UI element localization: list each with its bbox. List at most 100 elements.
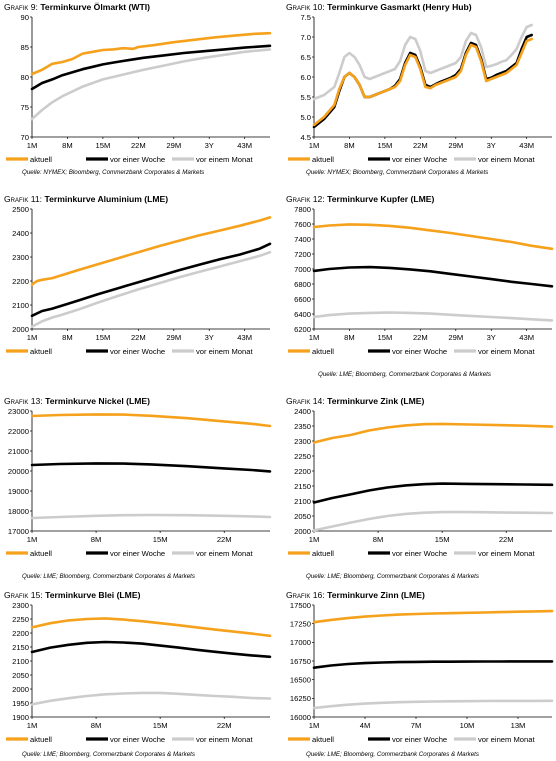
x-tick-label: 15M: [153, 535, 168, 544]
chart-gas: 4.55.05.56.06.57.07.51M 8M 15M 22M 29M 3Y 43Ma…: [286, 15, 554, 173]
y-tick-label: 2250: [294, 452, 311, 461]
legend-label-woche: vor einer Woche: [392, 735, 447, 744]
x-tick-label: 8M: [373, 535, 384, 544]
legend-label-woche: vor einer Woche: [110, 155, 165, 164]
x-tick-label: 15M: [435, 535, 450, 544]
series-line-monat: [32, 252, 270, 326]
x-tick-label: 8M: [344, 141, 355, 150]
chart-nickel: 170001800019000200002100022000230001M 8M 1…: [4, 409, 272, 567]
legend-label-woche: vor einer Woche: [392, 155, 447, 164]
legend-label-aktuell: aktuell: [312, 735, 334, 744]
series-line-monat: [314, 701, 552, 708]
x-tick-label: 43M: [519, 141, 534, 150]
legend-label-monat: vor einem Monat: [196, 735, 253, 744]
y-tick-label: 17000: [290, 638, 311, 647]
legend-label-woche: vor einer Woche: [392, 347, 447, 356]
y-tick-label: 1950: [12, 699, 29, 708]
y-tick-label: 2100: [294, 497, 311, 506]
series-line-woche: [314, 267, 552, 286]
legend-label-aktuell: aktuell: [312, 549, 334, 558]
x-tick-label: 8M: [62, 141, 73, 150]
legend-label-aktuell: aktuell: [30, 347, 52, 356]
y-tick-label: 2050: [12, 671, 29, 680]
x-tick-label: 7M: [411, 721, 422, 730]
y-tick-label: 6800: [294, 280, 311, 289]
legend-label-monat: vor einem Monat: [478, 347, 535, 356]
y-tick-label: 2100: [12, 301, 29, 310]
x-tick-label: 29M: [448, 333, 463, 342]
x-tick-label: 22M: [413, 333, 428, 342]
x-tick-label: 8M: [62, 333, 73, 342]
series-line-monat: [32, 693, 270, 705]
y-tick-label: 17500: [290, 601, 311, 610]
y-tick-label: 6.0: [300, 73, 311, 82]
x-tick-label: 3Y: [487, 333, 496, 342]
x-tick-label: 43M: [237, 333, 252, 342]
y-tick-label: 7.0: [300, 33, 311, 42]
x-tick-label: 1M: [309, 721, 320, 730]
x-tick-label: 13M: [511, 721, 526, 730]
y-tick-label: 7400: [294, 235, 311, 244]
legend-label-monat: vor einem Monat: [196, 155, 253, 164]
x-tick-label: 1M: [309, 333, 320, 342]
legend-label-aktuell: aktuell: [30, 735, 52, 744]
y-tick-label: 7800: [294, 205, 311, 214]
x-tick-label: 3Y: [487, 141, 496, 150]
x-tick-label: 1M: [27, 721, 38, 730]
y-tick-label: 19000: [8, 487, 29, 496]
x-tick-label: 1M: [309, 535, 320, 544]
chart-title: Grafik 10: Terminkurve Gasmarkt (Henry H…: [286, 2, 472, 12]
x-tick-label: 15M: [96, 141, 111, 150]
y-tick-label: 80: [21, 73, 29, 82]
series-line-woche: [314, 661, 552, 667]
y-tick-label: 18000: [8, 507, 29, 516]
series-line-woche: [32, 463, 270, 471]
chart-source: Quelle: LME; Bloomberg, Commerzbank Corp…: [306, 573, 479, 580]
y-tick-label: 75: [21, 103, 29, 112]
x-tick-label: 8M: [91, 721, 102, 730]
chart-wti: 70 75 80 85 90 1M 8M 15M 22M 29M 3Y 43M aktuell vor e…: [4, 15, 272, 173]
x-tick-label: 22M: [217, 535, 232, 544]
legend-label-woche: vor einer Woche: [110, 735, 165, 744]
y-tick-label: 2000: [12, 685, 29, 694]
x-tick-label: 8M: [344, 333, 355, 342]
series-line-aktuell: [314, 39, 532, 125]
y-tick-label: 16750: [290, 657, 311, 666]
y-tick-label: 2200: [12, 629, 29, 638]
chart-title: Grafik 15: Terminkurve Blei (LME): [4, 590, 140, 600]
y-tick-label: 6600: [294, 295, 311, 304]
y-tick-label: 2300: [294, 437, 311, 446]
y-tick-label: 7.5: [300, 13, 311, 22]
series-line-monat: [32, 515, 270, 518]
y-tick-label: 17250: [290, 619, 311, 628]
x-tick-label: 22M: [413, 141, 428, 150]
y-tick-label: 22000: [8, 427, 29, 436]
y-tick-label: 85: [21, 43, 29, 52]
x-tick-label: 29M: [166, 141, 181, 150]
chart-title: Grafik 9: Terminkurve Ölmarkt (WTI): [4, 2, 150, 12]
chart-source: Quelle: LME; Bloomberg, Commerzbank Corp…: [22, 573, 195, 580]
y-tick-label: 2400: [12, 229, 29, 238]
chart-title: Grafik 16: Terminkurve Zinn (LME): [286, 590, 425, 600]
y-tick-label: 2400: [294, 407, 311, 416]
y-tick-label: 7000: [294, 265, 311, 274]
y-tick-label: 23000: [8, 407, 29, 416]
legend-label-aktuell: aktuell: [30, 155, 52, 164]
chart-source: Quelle: NYMEX; Bloomberg, Commerzbank Co…: [306, 169, 488, 176]
x-tick-label: 22M: [499, 535, 514, 544]
y-tick-label: 5.0: [300, 113, 311, 122]
y-tick-label: 2200: [294, 467, 311, 476]
chart-zink: 2000 2050 2100 2150 2200 2250 2300 2350 2400 1M 8M…: [286, 409, 554, 567]
legend-label-aktuell: aktuell: [312, 347, 334, 356]
y-tick-label: 2150: [12, 643, 29, 652]
x-tick-label: 8M: [91, 535, 102, 544]
x-tick-label: 10M: [460, 721, 475, 730]
chart-source: Quelle: LME; Bloomberg, Commerzbank Corp…: [22, 751, 195, 758]
series-line-aktuell: [314, 224, 552, 248]
chart-zinn: 16000 16250 16500 16750 17000 17250 17500 1M 4M 7…: [286, 603, 554, 753]
y-tick-label: 2350: [294, 422, 311, 431]
x-tick-label: 1M: [309, 141, 320, 150]
x-tick-label: 3Y: [205, 141, 214, 150]
series-line-aktuell: [32, 618, 270, 635]
y-tick-label: 2300: [12, 253, 29, 262]
